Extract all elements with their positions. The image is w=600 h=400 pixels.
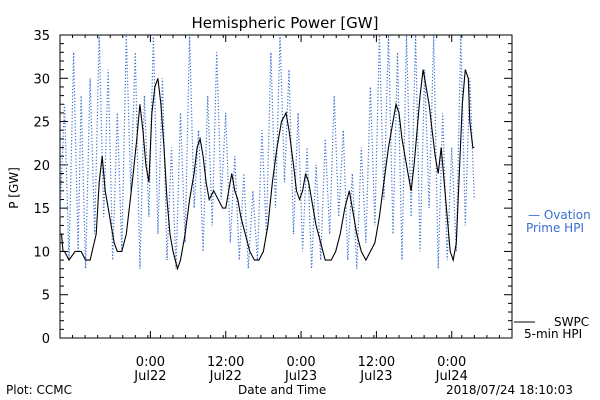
x-tick-label-date-3: Jul23 [359, 369, 392, 384]
x-tick-label-date-0: Jul22 [133, 369, 166, 384]
y-tick-label-0: 0 [42, 332, 50, 347]
x-tick-label-time-0: 0:00 [136, 355, 165, 370]
swpc-hpi-line [60, 69, 475, 271]
y-tick-label-20: 20 [33, 159, 50, 174]
y-tick-label-35: 35 [33, 29, 50, 44]
x-tick-label-time-4: 0:00 [437, 355, 466, 370]
legend-ovation-label: — Ovation [528, 208, 591, 222]
x-tick-label-time-3: 12:00 [358, 355, 395, 370]
y-tick-label-30: 30 [33, 72, 50, 87]
legend-swpc-label: SWPC [554, 315, 589, 329]
y-tick-label-15: 15 [33, 202, 50, 217]
y-tick-label-5: 5 [42, 289, 50, 304]
footer-timestamp: 2018/07/24 18:10:03 [446, 383, 573, 397]
ovation-prime-hpi-line [59, 34, 475, 269]
footer-plot-credit: Plot: CCMC [6, 383, 72, 397]
legend-ovation-label-line2: Prime HPI [526, 221, 584, 235]
y-axis-label: P [GW] [7, 167, 21, 209]
y-tick-label-10: 10 [33, 245, 50, 260]
x-tick-label-date-1: Jul22 [209, 369, 242, 384]
legend-swpc-label-line2: 5-min HPI [524, 327, 582, 341]
chart-title: Hemispheric Power [GW] [192, 14, 379, 32]
y-tick-label-25: 25 [33, 116, 50, 131]
x-tick-label-date-4: Jul24 [435, 369, 468, 384]
x-tick-label-time-1: 12:00 [207, 355, 244, 370]
footer-x-axis-label: Date and Time [238, 383, 327, 397]
x-tick-label-date-2: Jul23 [284, 369, 317, 384]
x-tick-label-time-2: 0:00 [286, 355, 315, 370]
